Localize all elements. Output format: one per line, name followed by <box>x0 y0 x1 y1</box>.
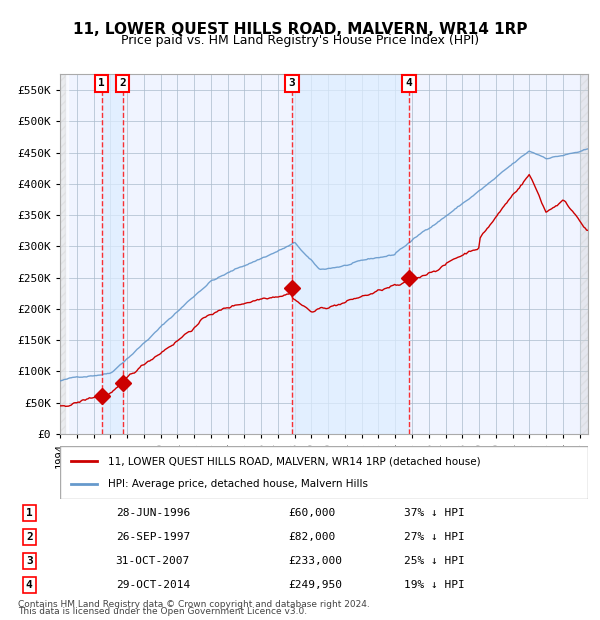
Text: 26-SEP-1997: 26-SEP-1997 <box>116 532 190 542</box>
Text: 3: 3 <box>289 78 295 89</box>
Text: 1: 1 <box>26 508 32 518</box>
Text: £82,000: £82,000 <box>289 532 336 542</box>
Text: £249,950: £249,950 <box>289 580 343 590</box>
Bar <box>60 74 65 434</box>
Text: 2: 2 <box>26 532 32 542</box>
Bar <box>580 74 588 434</box>
Text: 28-JUN-1996: 28-JUN-1996 <box>116 508 190 518</box>
Text: 37% ↓ HPI: 37% ↓ HPI <box>404 508 464 518</box>
Text: 3: 3 <box>26 556 32 566</box>
Text: This data is licensed under the Open Government Licence v3.0.: This data is licensed under the Open Gov… <box>18 607 307 616</box>
Text: 29-OCT-2014: 29-OCT-2014 <box>116 580 190 590</box>
Bar <box>102 74 122 434</box>
Text: 4: 4 <box>406 78 413 89</box>
Text: £60,000: £60,000 <box>289 508 336 518</box>
Text: 1: 1 <box>98 78 105 89</box>
Text: 11, LOWER QUEST HILLS ROAD, MALVERN, WR14 1RP: 11, LOWER QUEST HILLS ROAD, MALVERN, WR1… <box>73 22 527 37</box>
Text: 4: 4 <box>26 580 32 590</box>
Text: 11, LOWER QUEST HILLS ROAD, MALVERN, WR14 1RP (detached house): 11, LOWER QUEST HILLS ROAD, MALVERN, WR1… <box>107 456 480 466</box>
Text: 25% ↓ HPI: 25% ↓ HPI <box>404 556 464 566</box>
Text: £233,000: £233,000 <box>289 556 343 566</box>
Text: 31-OCT-2007: 31-OCT-2007 <box>116 556 190 566</box>
Text: HPI: Average price, detached house, Malvern Hills: HPI: Average price, detached house, Malv… <box>107 479 368 489</box>
Text: Contains HM Land Registry data © Crown copyright and database right 2024.: Contains HM Land Registry data © Crown c… <box>18 600 370 609</box>
Text: 19% ↓ HPI: 19% ↓ HPI <box>404 580 464 590</box>
Text: 27% ↓ HPI: 27% ↓ HPI <box>404 532 464 542</box>
Bar <box>60 74 68 434</box>
Text: 2: 2 <box>119 78 126 89</box>
FancyBboxPatch shape <box>60 446 588 499</box>
Text: Price paid vs. HM Land Registry's House Price Index (HPI): Price paid vs. HM Land Registry's House … <box>121 34 479 47</box>
Bar <box>292 74 409 434</box>
